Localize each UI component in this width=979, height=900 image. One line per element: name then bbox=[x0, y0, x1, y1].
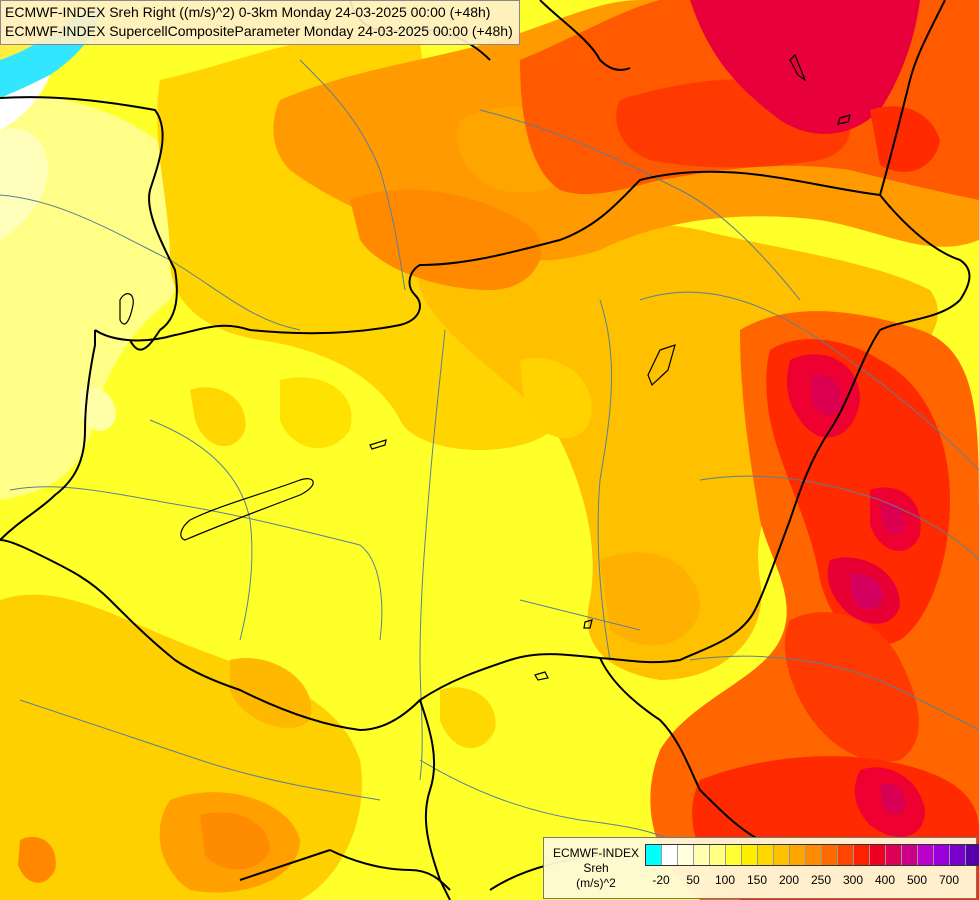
legend-tick-label: 250 bbox=[810, 873, 832, 887]
legend-unit: (m/s)^2 bbox=[576, 876, 616, 890]
legend-tick-label: 300 bbox=[842, 873, 864, 887]
legend-label: ECMWF-INDEX Sreh (m/s)^2 bbox=[548, 846, 644, 891]
legend-swatch bbox=[870, 845, 886, 865]
legend-param: Sreh bbox=[583, 861, 609, 875]
legend-swatch bbox=[758, 845, 774, 865]
field-pale bbox=[0, 97, 189, 500]
title-line-1: ECMWF-INDEX Sreh Right ((m/s)^2) 0-3km M… bbox=[5, 4, 491, 20]
legend-swatch bbox=[662, 845, 678, 865]
legend-tick-label: 200 bbox=[778, 873, 800, 887]
legend-swatches bbox=[645, 844, 979, 866]
legend-swatch bbox=[678, 845, 694, 865]
legend-model: ECMWF-INDEX bbox=[553, 846, 639, 860]
legend-swatch bbox=[966, 845, 979, 865]
legend-swatch bbox=[790, 845, 806, 865]
legend-tick-label: 150 bbox=[746, 873, 768, 887]
legend-swatch bbox=[854, 845, 870, 865]
legend-swatch bbox=[822, 845, 838, 865]
legend-swatch bbox=[934, 845, 950, 865]
legend-tick-label: 500 bbox=[906, 873, 928, 887]
legend-swatch bbox=[918, 845, 934, 865]
legend-ticks: -20 50 100 150 200 250 300 400 500 700 bbox=[645, 873, 975, 891]
lakes bbox=[119, 53, 851, 681]
field-crimson bbox=[690, 0, 920, 134]
legend-tick-label: 700 bbox=[938, 873, 960, 887]
legend-tick-label: -20 bbox=[652, 873, 670, 887]
legend-swatch bbox=[726, 845, 742, 865]
title-line-2: ECMWF-INDEX SupercellCompositeParameter … bbox=[5, 23, 513, 39]
legend-tick-label: 400 bbox=[874, 873, 896, 887]
legend-swatch bbox=[710, 845, 726, 865]
legend-tick-label: 100 bbox=[714, 873, 736, 887]
color-legend: ECMWF-INDEX Sreh (m/s)^2 -20 50 100 150 200 2… bbox=[543, 837, 979, 899]
legend-swatch bbox=[806, 845, 822, 865]
map-title: ECMWF-INDEX Sreh Right ((m/s)^2) 0-3km M… bbox=[0, 0, 520, 45]
legend-swatch bbox=[646, 845, 662, 865]
legend-swatch bbox=[886, 845, 902, 865]
legend-swatch bbox=[838, 845, 854, 865]
legend-swatch bbox=[774, 845, 790, 865]
field-pale-2 bbox=[0, 128, 48, 240]
legend-swatch bbox=[694, 845, 710, 865]
legend-swatch bbox=[742, 845, 758, 865]
legend-tick-label: 50 bbox=[686, 873, 700, 887]
legend-swatch bbox=[950, 845, 966, 865]
legend-swatch bbox=[902, 845, 918, 865]
